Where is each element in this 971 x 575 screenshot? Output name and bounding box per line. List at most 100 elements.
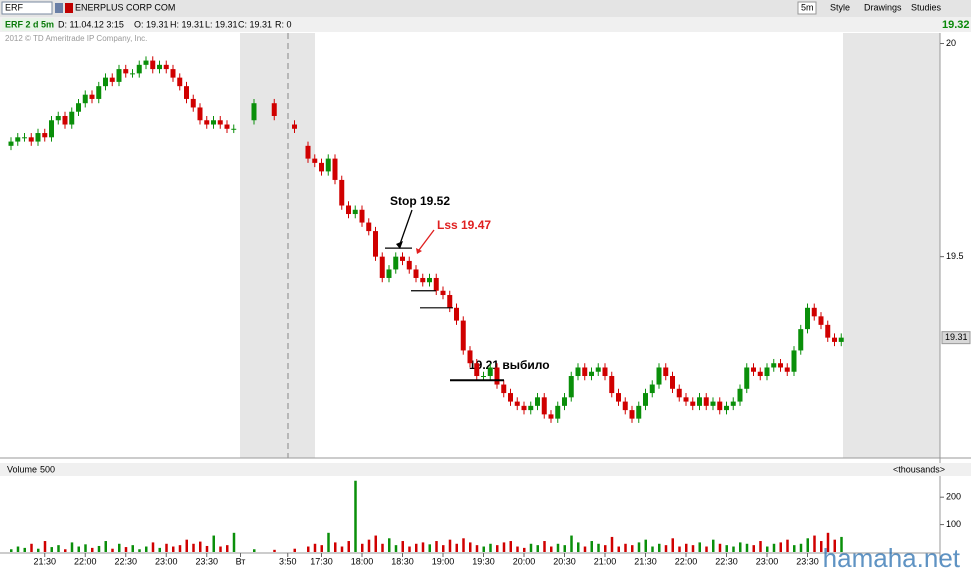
- volume-bar: [739, 542, 742, 552]
- volume-bar: [91, 547, 94, 552]
- volume-bar: [813, 535, 816, 552]
- arrow: [399, 209, 413, 245]
- volume-bar: [226, 545, 229, 552]
- candle-body: [521, 405, 527, 411]
- x-tick-label: 20:30: [553, 556, 576, 566]
- candle-body: [15, 137, 21, 142]
- volume-bar: [361, 543, 364, 552]
- volume-bar: [37, 548, 40, 552]
- candle-body: [730, 401, 736, 406]
- candle-body: [771, 363, 777, 368]
- price-marker-label: 19.31: [945, 332, 968, 342]
- volume-bar: [502, 542, 506, 552]
- candle-body: [420, 277, 426, 283]
- candle-body: [433, 277, 439, 291]
- style-button[interactable]: Style: [830, 2, 850, 12]
- drawings-button[interactable]: Drawings: [864, 2, 902, 12]
- symbol: ERF: [5, 2, 24, 12]
- info-range: R: 0: [275, 19, 292, 29]
- volume-period: 500: [40, 464, 55, 474]
- candle-body: [8, 141, 14, 146]
- volume-bar: [354, 480, 357, 552]
- volume-bar: [455, 543, 458, 552]
- candle-body: [224, 124, 230, 129]
- volume-bar: [185, 539, 188, 552]
- volume-bar: [158, 547, 161, 552]
- studies-button[interactable]: Studies: [911, 2, 942, 12]
- period-button[interactable]: [797, 1, 817, 15]
- volume-bar: [313, 543, 317, 552]
- volume-bar: [50, 547, 53, 552]
- volume-bar: [624, 543, 627, 552]
- candle-body: [157, 64, 162, 70]
- info-close: C: 19.31: [238, 19, 272, 29]
- volume-bar: [664, 545, 668, 552]
- copyright: 2012 © TD Ameritrade IP Company, Inc.: [5, 34, 147, 43]
- candle-body: [231, 128, 237, 130]
- candle-body: [838, 337, 844, 342]
- candle-body: [116, 69, 122, 82]
- candle-body: [447, 295, 453, 308]
- candle-body: [211, 120, 216, 125]
- session-shade: [843, 33, 940, 458]
- candle-body: [62, 115, 68, 125]
- candle-body: [460, 320, 466, 351]
- volume-bar: [604, 545, 607, 552]
- arrow: [418, 229, 435, 251]
- volume-bar: [793, 545, 796, 552]
- volume-bar: [104, 541, 107, 552]
- volume-bar: [712, 539, 715, 552]
- volume-bar: [111, 548, 114, 552]
- symbol-box[interactable]: [1, 1, 53, 15]
- x-tick-label: 23:00: [756, 556, 779, 566]
- volume-bar: [205, 545, 209, 552]
- volume-bar: [165, 543, 168, 552]
- candle-body: [656, 367, 662, 385]
- candle-body: [717, 401, 723, 411]
- candle-body: [76, 103, 81, 112]
- volume-bar: [23, 547, 26, 552]
- volume-bar: [806, 538, 809, 552]
- candle-body: [271, 103, 277, 116]
- candle-body: [89, 94, 95, 99]
- volume-bar: [536, 545, 539, 552]
- volume-bar: [273, 549, 276, 552]
- candle-body: [339, 179, 345, 206]
- candle-body: [811, 307, 817, 317]
- volume-bar: [610, 536, 614, 552]
- volume-bar: [442, 545, 445, 552]
- candle-body: [494, 367, 500, 385]
- candle-body: [757, 371, 763, 377]
- volume-bar: [401, 541, 404, 552]
- candle-body: [346, 205, 351, 215]
- last-price: 19.32: [942, 19, 970, 31]
- volume-bar: [199, 541, 202, 552]
- volume-bar: [563, 545, 566, 552]
- volume-bar: [550, 546, 553, 552]
- volume-bar: [745, 543, 749, 552]
- candle-body: [427, 277, 432, 283]
- volume-bar: [590, 541, 593, 552]
- y-tick-label: 20: [946, 38, 956, 48]
- volume-bar: [577, 542, 580, 552]
- candle-body: [305, 145, 311, 159]
- candle-body: [670, 376, 675, 389]
- candle-body: [710, 401, 716, 406]
- volume-bar: [435, 541, 438, 552]
- candle-body: [562, 397, 567, 406]
- volume-bar: [57, 545, 60, 552]
- volume-bar: [732, 546, 735, 552]
- volume-bar: [529, 543, 533, 552]
- candle-body: [406, 260, 412, 270]
- volume-bar: [651, 546, 654, 552]
- volume-bar: [509, 541, 512, 552]
- volume-bar: [84, 544, 87, 552]
- candle-body: [123, 69, 129, 74]
- volume-bar: [43, 541, 47, 552]
- dropdown[interactable]: [55, 3, 63, 13]
- volume-bar: [469, 542, 472, 552]
- x-tick-label: 22:30: [715, 556, 738, 566]
- period: 5m: [801, 2, 814, 12]
- volume-bar: [523, 547, 526, 552]
